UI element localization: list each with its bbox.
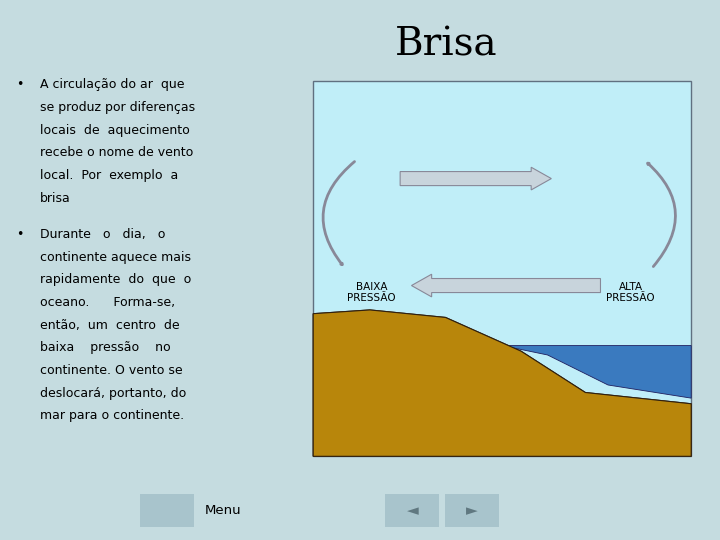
- Bar: [385, 494, 439, 526]
- Bar: [140, 494, 194, 526]
- Text: oceano.      Forma-se,: oceano. Forma-se,: [40, 296, 175, 309]
- Text: ◄: ◄: [407, 503, 418, 518]
- Polygon shape: [313, 310, 691, 456]
- Text: recebe o nome de vento: recebe o nome de vento: [40, 146, 193, 159]
- Text: ALTA
PRESSÃO: ALTA PRESSÃO: [606, 282, 655, 303]
- Text: Menu: Menu: [205, 504, 242, 517]
- Text: •: •: [16, 228, 23, 241]
- Text: mar para o continente.: mar para o continente.: [40, 409, 184, 422]
- Text: se produz por diferenças: se produz por diferenças: [40, 101, 194, 114]
- Bar: [445, 494, 499, 526]
- Text: local.  Por  exemplo  a: local. Por exemplo a: [40, 169, 178, 182]
- Text: Durante   o   dia,   o: Durante o dia, o: [40, 228, 165, 241]
- FancyArrowPatch shape: [648, 163, 675, 267]
- FancyArrowPatch shape: [323, 161, 354, 265]
- Text: •: •: [16, 78, 23, 91]
- Text: brisa: brisa: [40, 192, 71, 205]
- Text: baixa    pressão    no: baixa pressão no: [40, 341, 170, 354]
- Text: locais  de  aquecimento: locais de aquecimento: [40, 124, 189, 137]
- Text: continente aquece mais: continente aquece mais: [40, 251, 191, 264]
- FancyArrow shape: [400, 167, 552, 190]
- Polygon shape: [503, 346, 691, 398]
- Text: continente. O vento se: continente. O vento se: [40, 364, 182, 377]
- Text: rapidamente  do  que  o: rapidamente do que o: [40, 273, 191, 286]
- Text: ►: ►: [467, 503, 478, 518]
- Text: BAIXA
PRESSÃO: BAIXA PRESSÃO: [348, 282, 396, 303]
- Text: A circulação do ar  que: A circulação do ar que: [40, 78, 184, 91]
- Text: deslocará, portanto, do: deslocará, portanto, do: [40, 387, 186, 400]
- Bar: [313, 81, 691, 456]
- Text: então,  um  centro  de: então, um centro de: [40, 319, 179, 332]
- Polygon shape: [313, 310, 691, 456]
- Text: Brisa: Brisa: [395, 27, 498, 64]
- FancyArrow shape: [412, 274, 600, 297]
